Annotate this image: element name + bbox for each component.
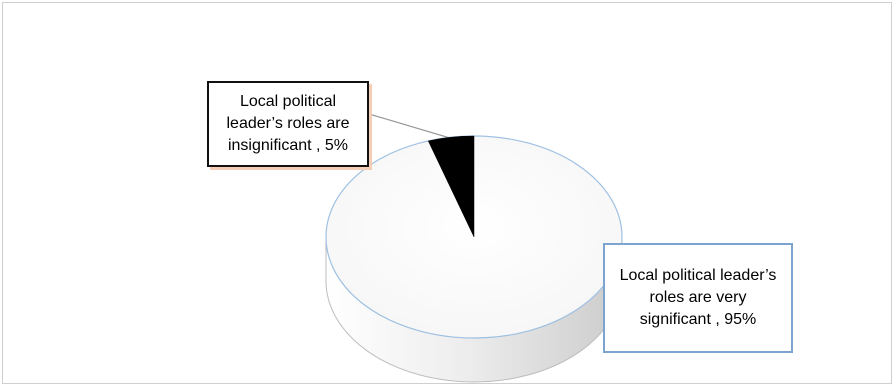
leader-line: [368, 113, 451, 139]
data-label-very-significant-text: Local political leader’s roles are very …: [619, 267, 777, 328]
pie-slices: [427, 135, 475, 238]
data-label-insignificant: Local political leader’s roles are insig…: [207, 81, 369, 167]
data-label-insignificant-text: Local political leader’s roles are insig…: [226, 93, 350, 154]
data-label-very-significant: Local political leader’s roles are very …: [603, 243, 793, 353]
pie-slice-insignificant: [427, 135, 475, 238]
